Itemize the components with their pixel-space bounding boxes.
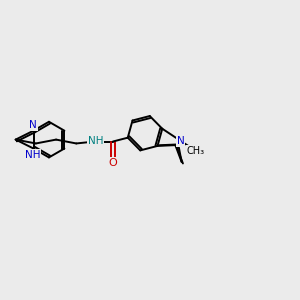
- Text: NH: NH: [25, 150, 41, 160]
- Text: NH: NH: [88, 136, 103, 146]
- Text: N: N: [176, 136, 184, 146]
- Text: CH₃: CH₃: [186, 146, 205, 156]
- Text: O: O: [109, 158, 117, 168]
- Text: N: N: [29, 120, 37, 130]
